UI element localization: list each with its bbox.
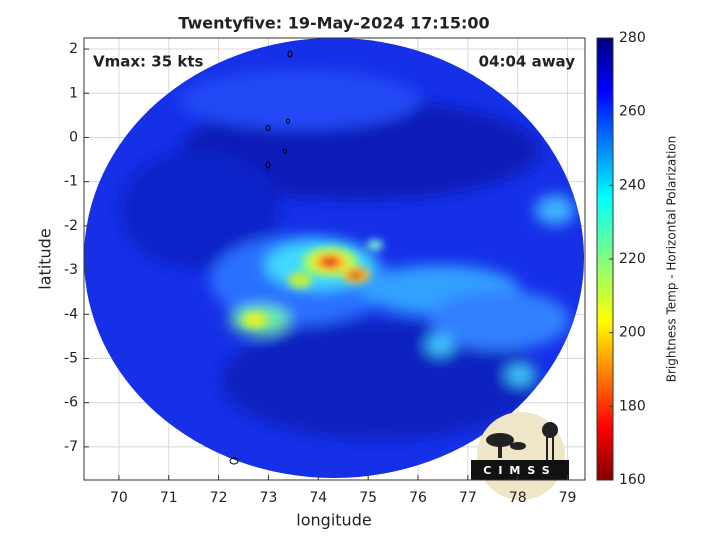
- colorbar-tick-label: 220: [619, 251, 646, 267]
- cimss-logo: CIMSS: [471, 412, 569, 500]
- x-tick-label: 73: [260, 490, 278, 506]
- colorbar-tick-label: 280: [619, 30, 646, 46]
- y-tick-label: -1: [64, 174, 78, 190]
- x-tick-label: 74: [309, 490, 327, 506]
- y-tick-label: -6: [64, 395, 78, 411]
- satellite-image: [84, 38, 584, 478]
- y-tick-label: 2: [69, 41, 78, 57]
- x-tick-label: 77: [459, 490, 477, 506]
- colorbar-tick-label: 200: [619, 325, 646, 341]
- annotation: Vmax: 35 kts: [93, 53, 203, 71]
- x-tick-label: 75: [359, 490, 377, 506]
- logo-text: CIMSS: [483, 464, 556, 477]
- y-axis-label: latitude: [36, 228, 55, 289]
- y-tick-label: -2: [64, 218, 78, 234]
- colorbar-tick-label: 240: [619, 177, 646, 193]
- colorbar-tick-label: 180: [619, 398, 646, 414]
- colorbar-tick-label: 260: [619, 104, 646, 120]
- colorbar-label: Brightness Temp - Horizontal Polarizatio…: [665, 136, 679, 383]
- x-tick-label: 76: [409, 490, 427, 506]
- x-tick-label: 79: [559, 490, 577, 506]
- chart-title: Twentyfive: 19-May-2024 17:15:00: [178, 14, 489, 33]
- x-tick-label: 78: [509, 490, 527, 506]
- x-tick-label: 71: [160, 490, 178, 506]
- annotation: 04:04 away: [479, 53, 576, 71]
- y-tick-label: -3: [64, 262, 78, 278]
- x-axis-label: longitude: [296, 511, 371, 530]
- y-tick-label: 0: [69, 129, 78, 145]
- plot-frame: [83, 37, 586, 481]
- y-tick-label: -5: [64, 350, 78, 366]
- y-tick-label: 1: [69, 85, 78, 101]
- x-tick-label: 70: [110, 490, 128, 506]
- x-tick-label: 72: [210, 490, 228, 506]
- islands: [229, 50, 293, 465]
- y-tick-label: -4: [64, 306, 78, 322]
- y-tick-label: -7: [64, 439, 78, 455]
- colorbar-tick-label: 160: [619, 472, 646, 488]
